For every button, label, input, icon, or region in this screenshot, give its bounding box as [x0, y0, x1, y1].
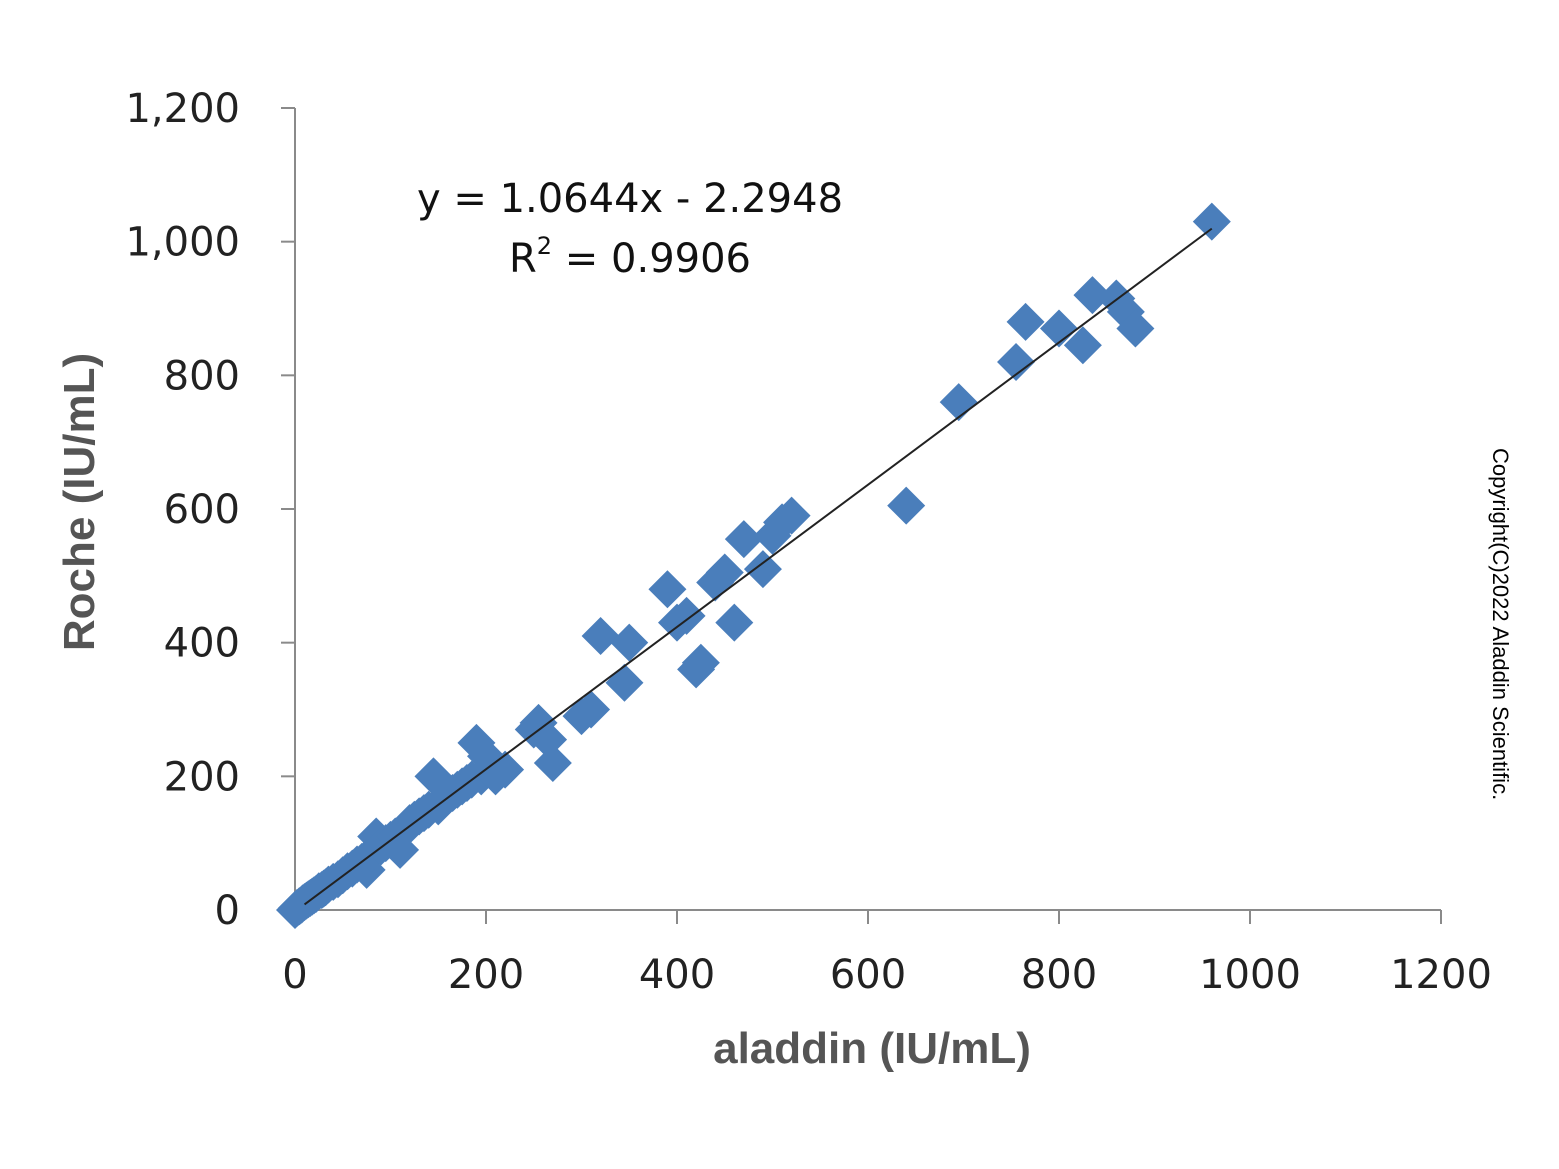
data-point [605, 663, 644, 702]
y-ticks: 0 200 400 600 800 1,000 1,200 [125, 86, 295, 934]
trendline [303, 227, 1213, 906]
data-point [681, 643, 720, 682]
data-point [1073, 276, 1112, 315]
data-point [887, 486, 926, 525]
data-point [724, 520, 763, 559]
x-tick-label: 400 [639, 952, 715, 998]
x-ticks: 0 200 400 600 800 1000 1200 [282, 910, 1492, 998]
y-tick-label: 0 [215, 888, 240, 934]
data-point [581, 616, 620, 655]
x-axis-title: aladdin (IU/mL) [713, 1024, 1031, 1073]
x-tick-label: 1000 [1199, 952, 1301, 998]
data-point [705, 553, 744, 592]
y-tick-label: 200 [164, 754, 240, 800]
x-tick-label: 800 [1021, 952, 1097, 998]
y-tick-label: 1,000 [125, 220, 240, 266]
data-point [772, 496, 811, 535]
x-tick-label: 0 [282, 952, 307, 998]
data-point [533, 743, 572, 782]
data-point [1116, 309, 1155, 348]
data-point [667, 596, 706, 635]
y-axis-title: Roche (IU/mL) [55, 353, 104, 651]
data-point [1006, 302, 1045, 341]
x-tick-label: 200 [448, 952, 524, 998]
data-point [997, 342, 1036, 381]
data-point [486, 750, 525, 789]
copyright-watermark: Copyright(C)2022 Aladdin Scientific. [1488, 448, 1513, 800]
y-tick-label: 400 [164, 621, 240, 667]
r-squared-superscript: 2 [537, 232, 552, 260]
data-point [572, 690, 611, 729]
x-tick-label: 1200 [1390, 952, 1492, 998]
data-point [648, 570, 687, 609]
trendline-equation: y = 1.0644x - 2.2948 [417, 176, 843, 222]
data-point [1192, 202, 1231, 241]
data-point [743, 550, 782, 589]
x-tick-label: 600 [830, 952, 906, 998]
data-point [715, 603, 754, 642]
data-point [939, 383, 978, 422]
data-point [1040, 309, 1078, 348]
data-point [1063, 326, 1102, 365]
r-squared-label: R2 = 0.9906 [509, 232, 751, 282]
y-tick-label: 600 [164, 487, 240, 533]
data-point [610, 623, 649, 662]
y-tick-label: 1,200 [125, 86, 240, 132]
y-tick-label: 800 [164, 353, 240, 399]
